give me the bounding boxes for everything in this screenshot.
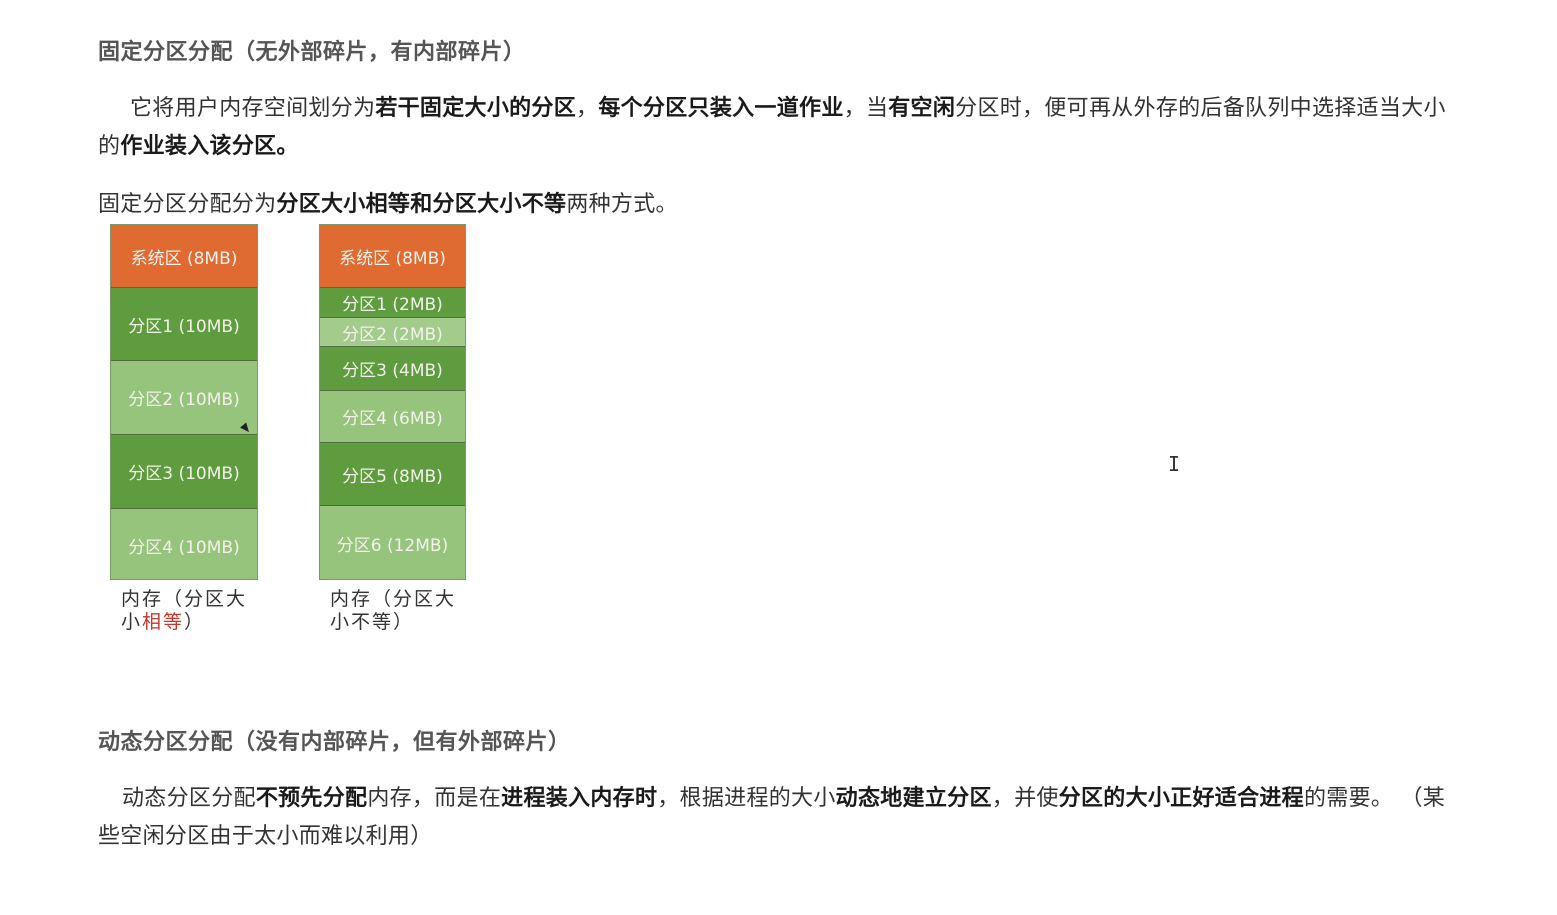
text-run: 两种方式。	[566, 192, 678, 217]
bold-text-run: 进程装入内存时	[501, 786, 658, 811]
text-run: ，当	[843, 96, 889, 121]
section-heading-fixed-partition: 固定分区分配（无外部碎片，有内部碎片）	[98, 40, 526, 65]
section-heading-dynamic-partition: 动态分区分配（没有内部碎片，但有外部碎片）	[98, 730, 571, 755]
partition-block: 分区1 (2MB)	[320, 287, 465, 317]
partition-block: 分区6 (12MB)	[320, 505, 465, 579]
text-run: ，并使	[991, 786, 1059, 811]
bold-text-run: 不预先分配	[255, 786, 368, 811]
text-run: 内存，而是在	[367, 786, 502, 811]
paragraph-fixed-partition-description: 它将用户内存空间划分为若干固定大小的分区，每个分区只装入一道作业，当有空闲分区时…	[98, 90, 1458, 166]
caption-unequal: 内存（分区大 小不等）	[330, 588, 456, 634]
partition-block: 分区2 (2MB)	[320, 317, 465, 346]
bold-text-run: 有空闲	[888, 96, 956, 121]
partition-block: 系统区 (8MB)	[320, 225, 465, 287]
text-run: 的需要。 （某些空闲分区由于太小而难以利用）	[98, 786, 1446, 849]
caption-equal: 内存（分区大 小相等）	[121, 588, 247, 634]
caption-unequal-line2: 小不等）	[330, 611, 415, 633]
caption-unequal-line1: 内存（分区大	[330, 588, 457, 610]
bold-text-run: 若干固定大小的分区	[375, 96, 577, 121]
memory-diagram-unequal: 系统区 (8MB) 分区1 (2MB) 分区2 (2MB) 分区3 (4MB) 分区4 …	[319, 224, 466, 580]
paragraph-dynamic-partition-description: 动态分区分配不预先分配内存，而是在进程装入内存时，根据进程的大小动态地建立分区，…	[98, 780, 1458, 856]
caption-equal-line2: 小相等）	[121, 611, 206, 633]
text-run: 它将用户内存空间划分为	[130, 96, 376, 121]
caption-equal-line1: 内存（分区大	[121, 588, 248, 610]
text-run: ，	[576, 96, 599, 121]
partition-block: 分区3 (10MB)	[111, 434, 257, 508]
bold-text-run: 分区大小相等和分区大小不等	[276, 192, 567, 217]
partition-block: 分区5 (8MB)	[320, 442, 465, 505]
partition-block: 分区4 (10MB)	[111, 508, 257, 579]
text-run: 动态分区分配	[122, 786, 256, 811]
partition-block: 分区4 (6MB)	[320, 390, 465, 442]
paragraph-fixed-partition-types: 固定分区分配分为分区大小相等和分区大小不等两种方式。	[98, 186, 1458, 224]
partition-block: 系统区 (8MB)	[111, 225, 257, 287]
text-run: 分区时，便可再从外存的后备队列中选择适当大小的	[98, 96, 1446, 159]
bold-text-run: 作业装入该分区。	[120, 134, 299, 159]
partition-block: 分区3 (4MB)	[320, 346, 465, 390]
text-cursor-icon: I	[1168, 452, 1181, 476]
partition-block: 分区1 (10MB)	[111, 287, 257, 360]
bold-text-run: 分区的大小正好适合进程	[1058, 786, 1304, 811]
text-run: 固定分区分配分为	[98, 192, 277, 217]
memory-diagram-equal: 系统区 (8MB) 分区1 (10MB) 分区2 (10MB) 分区3 (10MB) 分…	[110, 224, 258, 580]
bold-text-run: 每个分区只装入一道作业	[598, 96, 844, 121]
text-run: ，根据进程的大小	[657, 786, 836, 811]
partition-block: 分区2 (10MB)	[111, 360, 257, 434]
bold-text-run: 动态地建立分区	[835, 786, 992, 811]
